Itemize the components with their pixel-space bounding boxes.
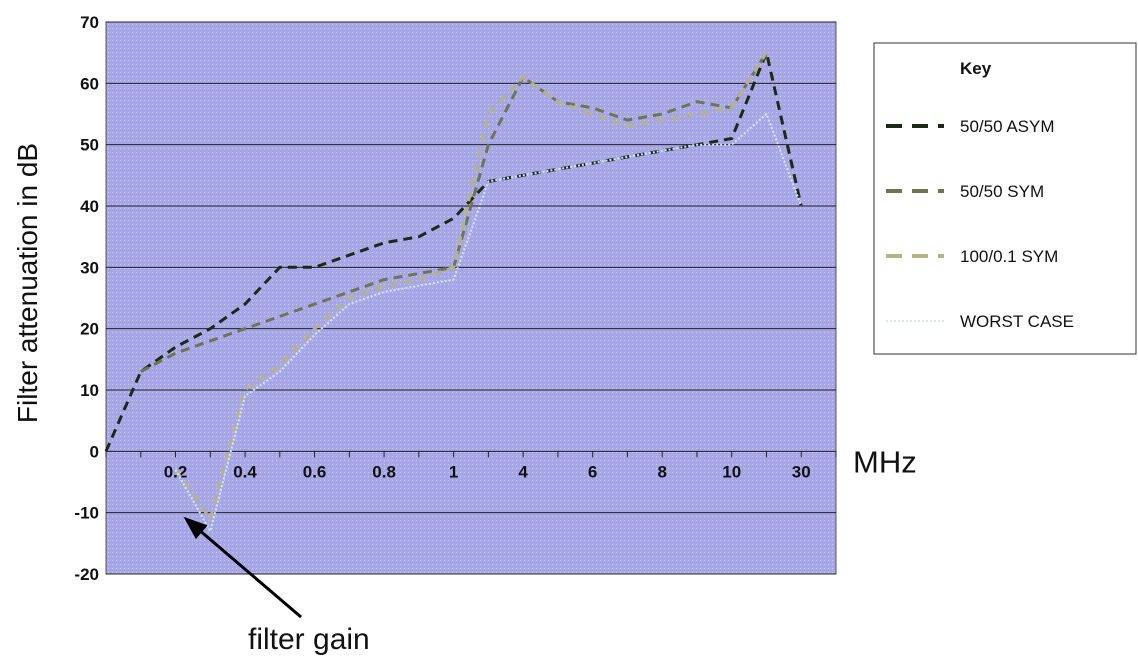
y-tick-label: 10 [80, 381, 99, 400]
legend: Key 50/50 ASYM 50/50 SYM 100/0.1 SYM WORST … [873, 42, 1137, 355]
legend-label: 50/50 ASYM [960, 117, 1055, 136]
y-tick-label: 50 [80, 136, 99, 155]
y-tick-label: -10 [74, 504, 99, 523]
legend-title: Key [960, 59, 992, 78]
x-tick-label: 0.4 [233, 462, 257, 481]
annotation-arrowhead [183, 516, 208, 540]
x-tick-label: 0.6 [303, 462, 327, 481]
y-tick-label: 70 [80, 13, 99, 32]
y-tick-label: 20 [80, 320, 99, 339]
x-tick-label: 4 [518, 462, 528, 481]
x-tick-label: 6 [588, 462, 597, 481]
x-tick-label: 10 [722, 462, 741, 481]
series-line-100-0-1-sym [174, 51, 768, 521]
y-tick-label: 60 [80, 74, 99, 93]
legend-label: WORST CASE [960, 312, 1074, 331]
y-tick-label: 0 [90, 442, 99, 461]
x-axis-unit-label: MHz [853, 444, 917, 479]
annotation: filter gain [183, 516, 370, 656]
annotation-arrow-line [200, 531, 302, 619]
x-tick-label: 0.8 [372, 462, 396, 481]
y-tick-label: -20 [74, 565, 99, 584]
legend-items: 50/50 ASYM 50/50 SYM 100/0.1 SYM WORST CASE [886, 117, 1074, 331]
legend-label: 100/0.1 SYM [960, 247, 1058, 266]
x-axis-ticks: 0.2 0.4 0.6 0.8 1 4 6 8 10 30 [105, 451, 837, 481]
gridlines [106, 21, 836, 575]
annotation-label: filter gain [248, 623, 370, 656]
y-tick-label: 40 [80, 197, 99, 216]
y-axis-ticks: -20 -10 0 10 20 30 40 50 60 70 [74, 13, 99, 584]
legend-box [873, 42, 1137, 355]
x-tick-label: 30 [792, 462, 811, 481]
series-lines [104, 51, 803, 533]
legend-label: 50/50 SYM [960, 182, 1044, 201]
x-tick-label: 1 [449, 462, 458, 481]
series-line-worst-case [174, 113, 803, 533]
y-tick-label: 30 [80, 258, 99, 277]
y-axis-label: Filter attenuation in dB [12, 143, 43, 423]
plot-area [105, 21, 837, 575]
x-tick-label: 8 [657, 462, 666, 481]
